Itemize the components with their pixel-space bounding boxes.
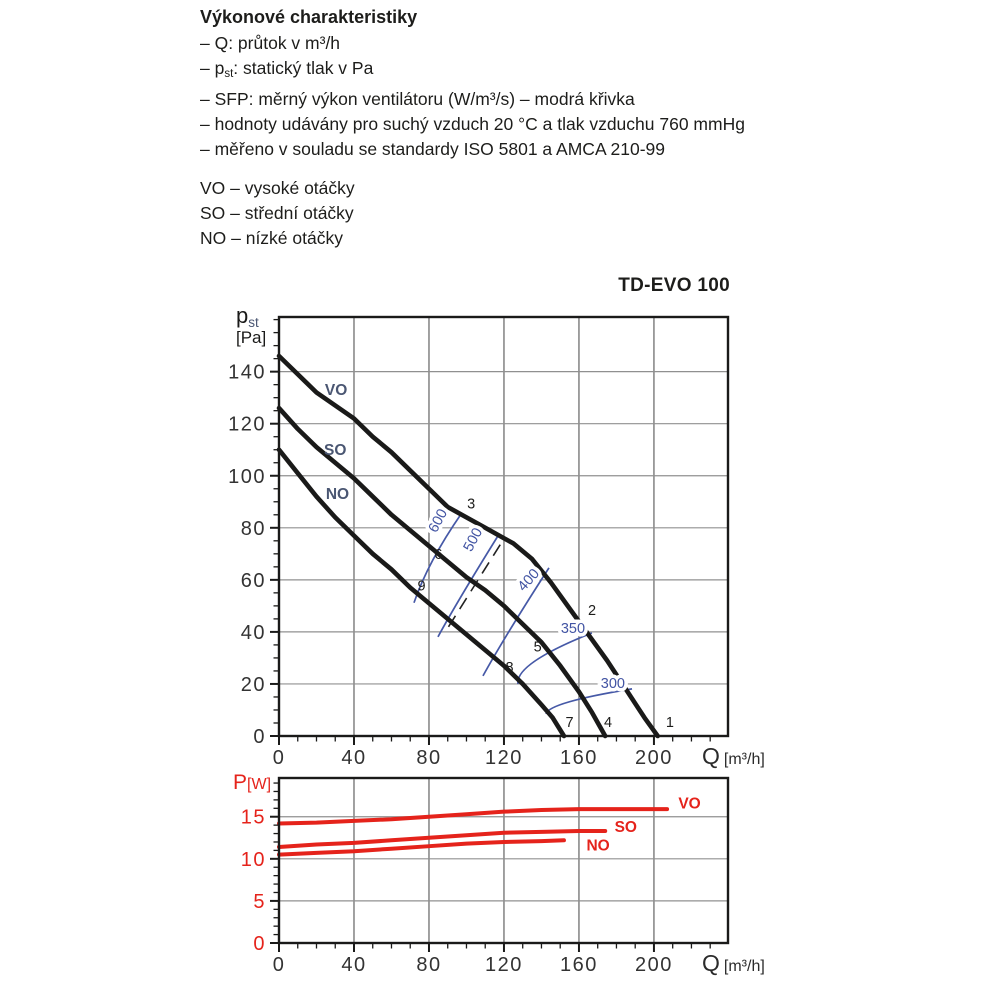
speed-legend: VO – vysoké otáčky SO – střední otáčky N… bbox=[200, 176, 355, 251]
x-tick-label: 40 bbox=[341, 954, 366, 976]
y-tick-label: 120 bbox=[228, 414, 266, 436]
section-title: Výkonové charakteristiky bbox=[200, 7, 418, 27]
point-marker-6: 6 bbox=[434, 547, 442, 563]
y-axis-unit: [Pa] bbox=[236, 328, 266, 347]
axis-ticks bbox=[270, 782, 711, 952]
bullet-pressure: – pst: statický tlak v Pa bbox=[200, 58, 374, 80]
point-marker-2: 2 bbox=[588, 603, 596, 619]
curve-label-so: SO bbox=[615, 819, 637, 836]
sfp-label-350: 350 bbox=[561, 621, 585, 637]
curve-label-so: SO bbox=[324, 442, 346, 459]
y-tick-label: 20 bbox=[241, 674, 266, 696]
bullet-list: – Q: průtok v m³/h – pst: statický tlak … bbox=[200, 31, 745, 162]
point-marker-7: 7 bbox=[566, 715, 574, 731]
y-tick-label: 40 bbox=[241, 622, 266, 644]
legend-no: NO – nízké otáčky bbox=[200, 228, 343, 248]
x-axis-label: Q [m³/h] bbox=[702, 950, 765, 976]
curve-no bbox=[277, 838, 566, 857]
point-marker-5: 5 bbox=[534, 639, 542, 655]
point-marker-1: 1 bbox=[666, 715, 674, 731]
x-tick-label: 200 bbox=[635, 747, 673, 769]
curve-label-vo: VO bbox=[325, 382, 347, 399]
sfp-curve-400 bbox=[482, 567, 550, 677]
y-tick-label: 10 bbox=[241, 849, 266, 871]
point-marker-9: 9 bbox=[417, 578, 425, 594]
x-tick-label: 120 bbox=[485, 747, 523, 769]
y-tick-label: 15 bbox=[241, 807, 266, 829]
dashed-guide-line bbox=[447, 544, 501, 629]
grid bbox=[279, 317, 728, 736]
y-axis-label: P[W] bbox=[233, 771, 271, 794]
x-tick-label: 0 bbox=[273, 954, 286, 976]
curve-vo bbox=[276, 353, 660, 739]
power-chart: 0 40 80 120 160 200 0 5 10 15 Q [m³/h] P[W] VO SO NO bbox=[233, 771, 765, 976]
y-tick-label: 0 bbox=[253, 933, 266, 955]
pressure-flow-chart: 0 40 80 120 160 200 0 20 40 60 80 100 120 140 Q [m³/h] p… bbox=[228, 303, 765, 769]
y-tick-label: 60 bbox=[241, 570, 266, 592]
x-tick-label: 160 bbox=[560, 954, 598, 976]
x-tick-label: 80 bbox=[416, 954, 441, 976]
x-tick-label: 120 bbox=[485, 954, 523, 976]
curve-label-no: NO bbox=[586, 837, 609, 854]
bullet-flow: – Q: průtok v m³/h bbox=[200, 33, 341, 53]
curve-so bbox=[277, 829, 608, 850]
x-tick-label: 80 bbox=[416, 747, 441, 769]
curve-no bbox=[276, 447, 567, 739]
y-tick-label: 100 bbox=[228, 466, 266, 488]
sfp-label-500: 500 bbox=[461, 526, 486, 555]
y-tick-label: 140 bbox=[228, 362, 266, 384]
axis-ticks bbox=[270, 318, 711, 745]
curve-label-no: NO bbox=[326, 486, 349, 503]
y-tick-label: 0 bbox=[253, 726, 266, 748]
bullet-standards: – měřeno v souladu se standardy ISO 5801… bbox=[200, 139, 666, 159]
bullet-sfp: – SFP: měrný výkon ventilátoru (W/m³/s) … bbox=[200, 89, 635, 109]
x-axis-label: Q [m³/h] bbox=[702, 743, 765, 769]
legend-vo: VO – vysoké otáčky bbox=[200, 178, 355, 198]
x-tick-label: 40 bbox=[341, 747, 366, 769]
curve-vo bbox=[277, 807, 670, 826]
y-tick-label: 5 bbox=[253, 891, 266, 913]
model-title: TD-EVO 100 bbox=[618, 275, 730, 296]
x-tick-label: 160 bbox=[560, 747, 598, 769]
curve-so bbox=[276, 405, 608, 739]
point-marker-8: 8 bbox=[506, 660, 514, 676]
point-marker-3: 3 bbox=[467, 496, 475, 512]
bullet-conditions: – hodnoty udávány pro suchý vzduch 20 °C… bbox=[200, 114, 745, 134]
sfp-label-300: 300 bbox=[601, 676, 625, 692]
curve-label-vo: VO bbox=[678, 795, 700, 812]
y-axis-label: pst bbox=[236, 303, 259, 330]
x-tick-label: 200 bbox=[635, 954, 673, 976]
x-tick-label: 0 bbox=[273, 747, 286, 769]
sfp-curve-500 bbox=[437, 535, 499, 638]
legend-so: SO – střední otáčky bbox=[200, 203, 354, 223]
grid bbox=[279, 778, 728, 943]
pst-subscript: st bbox=[224, 68, 234, 80]
point-marker-4: 4 bbox=[604, 715, 612, 731]
y-tick-label: 80 bbox=[241, 518, 266, 540]
